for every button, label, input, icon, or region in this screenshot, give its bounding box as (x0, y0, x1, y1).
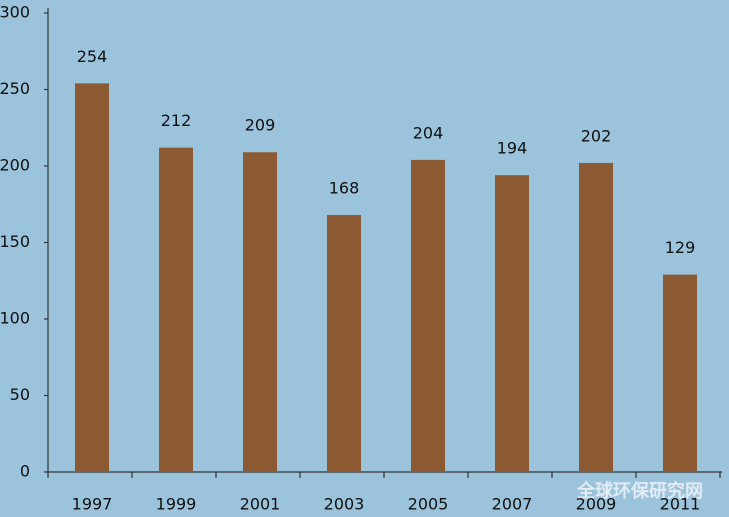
x-tick-label: 2003 (324, 495, 365, 514)
y-tick-label: 0 (20, 462, 30, 481)
bar (579, 162, 613, 472)
value-label: 168 (329, 178, 360, 197)
x-tick-label: 1997 (72, 495, 113, 514)
y-tick-label: 50 (10, 385, 30, 404)
x-tick-label: 2007 (492, 495, 533, 514)
x-tick-label: 1999 (156, 495, 197, 514)
value-label: 212 (161, 111, 192, 130)
bar (495, 175, 529, 472)
bar (159, 147, 193, 472)
value-label: 209 (245, 116, 276, 135)
bar (663, 274, 697, 472)
bar (75, 83, 109, 472)
y-tick-label: 250 (0, 79, 30, 98)
y-tick-label: 300 (0, 3, 30, 22)
y-tick-label: 200 (0, 156, 30, 175)
bar (411, 159, 445, 472)
y-tick-label: 150 (0, 232, 30, 251)
bar (243, 152, 277, 473)
value-label: 202 (581, 126, 612, 145)
value-label: 254 (77, 47, 108, 66)
value-label: 194 (497, 139, 528, 158)
value-label: 204 (413, 123, 444, 142)
x-tick-label: 2005 (408, 495, 449, 514)
x-tick-label: 2009 (576, 495, 617, 514)
y-tick-label: 100 (0, 309, 30, 328)
x-tick-label: 2001 (240, 495, 281, 514)
value-label: 129 (665, 238, 696, 257)
bar (327, 214, 361, 472)
watermark: 全球环保研究网 (576, 480, 703, 502)
x-tick-label: 2011 (660, 495, 701, 514)
